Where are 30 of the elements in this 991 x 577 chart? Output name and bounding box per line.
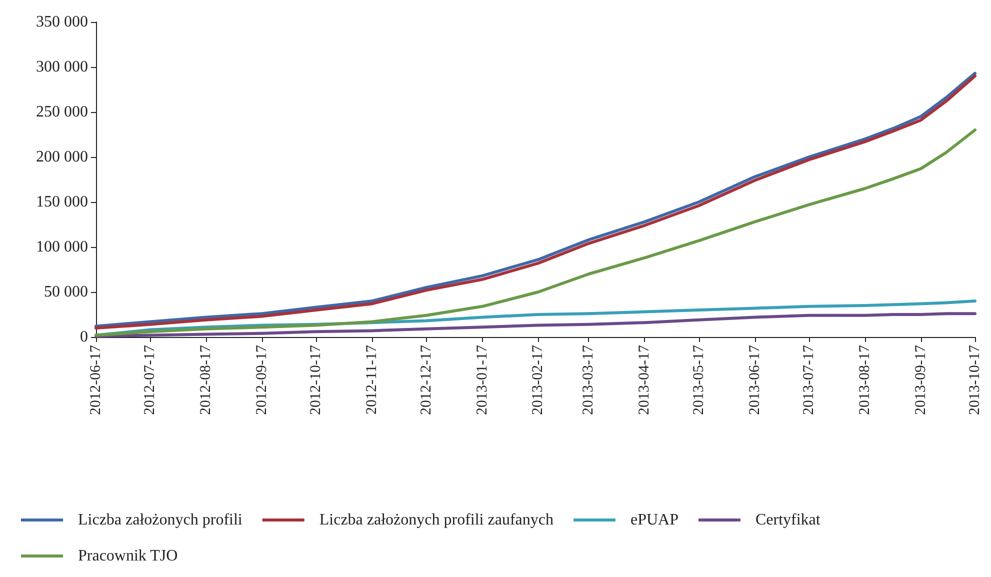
x-tick-label: 2013-01-17 <box>474 344 490 415</box>
legend-label: ePUAP <box>630 512 679 528</box>
x-tick-label: 2013-09-17 <box>912 344 929 415</box>
y-tick-label: 0 <box>80 328 88 346</box>
legend-label: Liczba założonych profili zaufanych <box>319 512 554 528</box>
y-tick-label: 300 000 <box>36 58 88 76</box>
x-tick-label: 2013-03-17 <box>580 344 597 415</box>
x-tick-label: 2012-09-17 <box>254 344 270 415</box>
x-tick-label: 2012-07-17 <box>142 344 158 415</box>
x-tick-label: 2013-07-17 <box>800 344 817 415</box>
x-tick-label: 2012-10-17 <box>308 344 324 415</box>
y-tick-label: 250 000 <box>36 104 88 120</box>
y-tick-label: 50 000 <box>44 284 88 300</box>
y-tick-label: 100 000 <box>36 238 88 256</box>
x-tick-label: 2013-06-17 <box>746 344 763 415</box>
x-tick-label: 2013-04-17 <box>636 344 653 415</box>
legend-label: Certyfikat <box>755 512 821 528</box>
x-tick-label: 2013-08-17 <box>856 344 873 415</box>
y-tick-label: 350 000 <box>36 14 88 30</box>
legend-label: Liczba założonych profili <box>78 512 243 528</box>
x-tick-label: 2012-11-17 <box>364 344 380 414</box>
x-tick-label: 2013-02-17 <box>530 344 546 415</box>
x-tick-label: 2012-06-17 <box>88 344 104 415</box>
x-tick-label: 2013-10-17 <box>967 344 983 415</box>
x-tick-label: 2013-05-17 <box>690 344 707 415</box>
x-tick-label: 2012-12-17 <box>418 344 434 415</box>
y-tick-label: 150 000 <box>36 194 88 210</box>
legend-label: Pracownik TJO <box>78 548 178 564</box>
x-tick-label: 2012-08-17 <box>198 344 214 415</box>
y-tick-label: 200 000 <box>36 148 88 166</box>
